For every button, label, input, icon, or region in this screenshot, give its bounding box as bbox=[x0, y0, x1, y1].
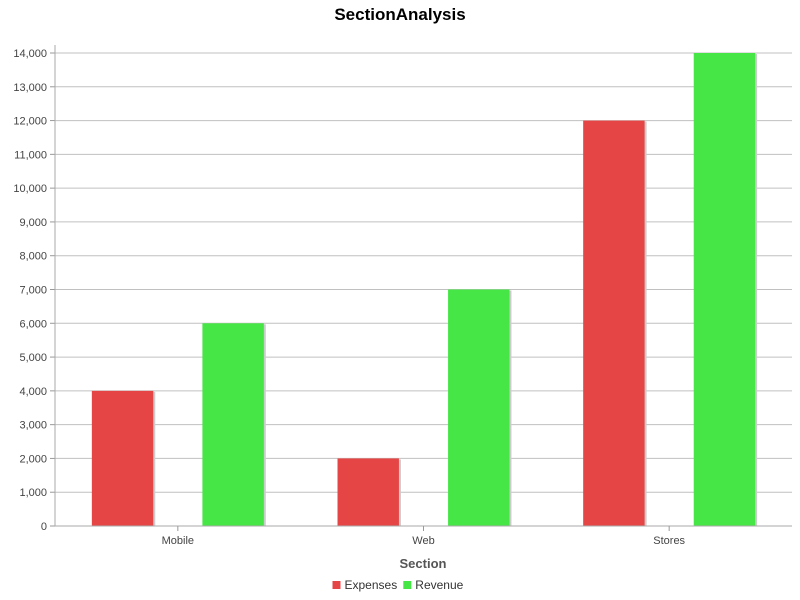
legend-label: Revenue bbox=[415, 578, 463, 592]
y-tick-label: 13,000 bbox=[13, 82, 47, 94]
y-tick-label: 10,000 bbox=[13, 183, 47, 195]
legend-swatch bbox=[403, 581, 412, 589]
y-tick-label: 2,000 bbox=[19, 453, 47, 465]
y-tick-label: 7,000 bbox=[19, 285, 47, 297]
bar-expenses-mobile bbox=[91, 390, 154, 526]
y-tick-label: 12,000 bbox=[13, 116, 47, 128]
grid-lines bbox=[55, 52, 792, 493]
bar-expenses-stores bbox=[583, 120, 645, 527]
legend-label: Expenses bbox=[345, 578, 398, 592]
bar-revenue-mobile bbox=[202, 323, 264, 526]
y-tick-label: 11,000 bbox=[14, 149, 47, 161]
bar-revenue-web bbox=[448, 289, 510, 526]
chart-title: SectionAnalysis bbox=[334, 5, 465, 24]
y-axis-ticks: 0 1,000 2,000 3,000 4,000 5,000 6,000 7,000 8,00… bbox=[13, 48, 55, 533]
x-axis-title: Section bbox=[400, 556, 447, 571]
legend-swatch bbox=[332, 581, 341, 589]
y-tick-label: 6,000 bbox=[19, 318, 47, 330]
y-tick-label: 3,000 bbox=[19, 420, 47, 432]
y-tick-label: 9,000 bbox=[19, 217, 47, 229]
x-tick-label: Stores bbox=[653, 535, 685, 547]
y-tick-label: 0 bbox=[41, 521, 47, 533]
legend: Expenses Revenue bbox=[332, 578, 464, 592]
x-tick-label: Web bbox=[412, 535, 434, 547]
axes bbox=[54, 45, 792, 527]
bars bbox=[91, 53, 758, 527]
bar-revenue-stores bbox=[693, 53, 756, 526]
y-tick-label: 14,000 bbox=[13, 48, 47, 60]
y-tick-label: 8,000 bbox=[19, 251, 47, 263]
y-tick-label: 4,000 bbox=[19, 386, 47, 398]
x-axis-ticks: Mobile Web Stores bbox=[162, 526, 686, 547]
bar-expenses-web bbox=[337, 458, 399, 526]
y-tick-label: 1,000 bbox=[19, 487, 47, 499]
y-tick-label: 5,000 bbox=[19, 352, 47, 364]
x-tick-label: Mobile bbox=[162, 535, 194, 547]
